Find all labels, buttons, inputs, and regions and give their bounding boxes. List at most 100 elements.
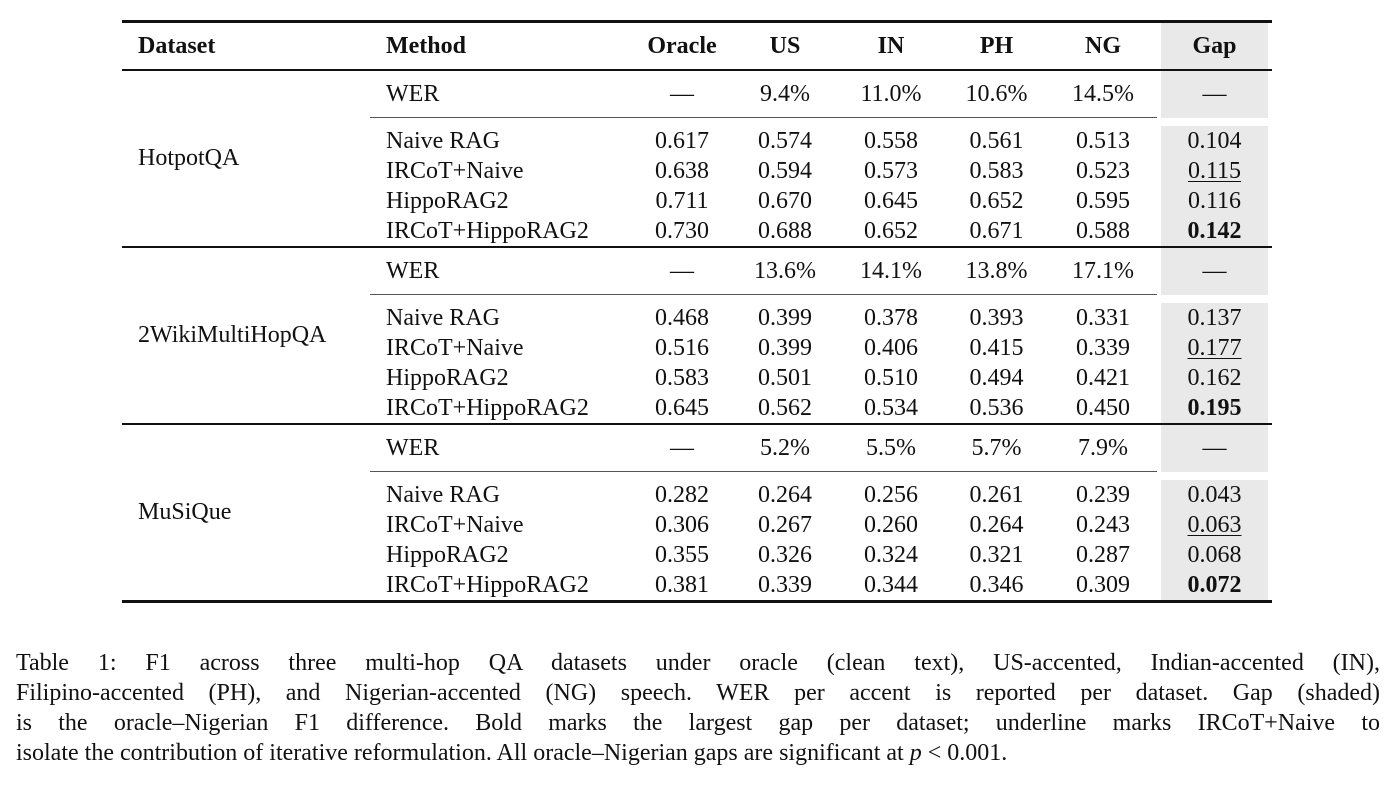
ph-cell: 0.561 (969, 127, 1024, 154)
header-ng: NG (1085, 32, 1121, 59)
method-cell: IRCoT+Naive (386, 157, 524, 184)
ng-cell: 0.421 (1076, 364, 1130, 391)
gap-cell-underlined: 0.177 (1157, 333, 1272, 363)
ng-cell: 0.450 (1076, 394, 1130, 421)
table-row: Naive RAG 0.282 0.264 0.256 0.261 0.239 … (122, 480, 1272, 510)
ng-cell: 0.309 (1076, 571, 1130, 598)
ng-cell: 0.331 (1076, 304, 1130, 331)
table-row: HippoRAG2 0.355 0.326 0.324 0.321 0.287 … (122, 540, 1272, 570)
us-cell: 9.4% (732, 70, 838, 118)
caption-line-last: isolate the contribution of iterative re… (16, 738, 1380, 768)
us-cell: 0.326 (758, 541, 812, 568)
us-cell: 13.6% (732, 247, 838, 295)
ph-cell: 0.393 (969, 304, 1024, 331)
ph-cell: 13.8% (944, 247, 1049, 295)
p-value-symbol: p (909, 740, 922, 766)
in-cell: 0.378 (864, 304, 918, 331)
method-cell: WER (370, 424, 632, 472)
oracle-cell: 0.516 (655, 334, 709, 361)
us-cell: 5.2% (732, 424, 838, 472)
caption-text: isolate the contribution of iterative re… (16, 740, 910, 766)
gap-cell-underlined: 0.063 (1157, 510, 1272, 540)
us-cell: 0.670 (758, 187, 812, 214)
in-cell: 5.5% (838, 424, 944, 472)
gap-cell-underlined: 0.115 (1157, 156, 1272, 186)
ph-cell: 0.494 (969, 364, 1024, 391)
gap-cell: — (1157, 247, 1272, 295)
in-cell: 0.510 (864, 364, 918, 391)
header-in: IN (877, 32, 905, 59)
gap-value-underlined: 0.177 (1187, 334, 1242, 361)
in-cell: 0.256 (864, 481, 918, 508)
ng-cell: 14.5% (1049, 70, 1157, 118)
oracle-cell: 0.730 (655, 217, 709, 244)
oracle-cell: 0.583 (655, 364, 709, 391)
gap-cell: 0.162 (1157, 363, 1272, 393)
table-row: IRCoT+HippoRAG2 0.381 0.339 0.344 0.346 … (122, 570, 1272, 602)
ng-cell: 0.513 (1076, 127, 1130, 154)
table-row: IRCoT+HippoRAG2 0.730 0.688 0.652 0.671 … (122, 216, 1272, 247)
ph-cell: 0.261 (969, 481, 1024, 508)
gap-cell: — (1157, 424, 1272, 472)
table-row: IRCoT+Naive 0.516 0.399 0.406 0.415 0.33… (122, 333, 1272, 363)
us-cell: 0.339 (758, 571, 812, 598)
oracle-cell: 0.617 (655, 127, 709, 154)
ng-cell: 0.239 (1076, 481, 1130, 508)
caption-line: Filipino-accented (PH), and Nigerian-acc… (16, 680, 1380, 706)
ph-cell: 0.652 (969, 187, 1024, 214)
gap-cell: 0.116 (1157, 186, 1272, 216)
method-cell: Naive RAG (386, 127, 500, 154)
dataset-name: HotpotQA (138, 145, 240, 171)
gap-cell-best: 0.142 (1157, 216, 1272, 247)
method-cell: IRCoT+HippoRAG2 (386, 217, 589, 244)
table-row: Naive RAG 0.468 0.399 0.378 0.393 0.331 … (122, 303, 1272, 333)
table-header-row: Dataset Method Oracle US IN PH NG Gap (122, 21, 1272, 70)
group-musique: MuSiQue WER — 5.2% 5.5% 5.7% 7.9% — Naiv… (122, 424, 1272, 602)
table-row: IRCoT+Naive 0.638 0.594 0.573 0.583 0.52… (122, 156, 1272, 186)
oracle-cell: 0.306 (655, 511, 709, 538)
table-row: HippoRAG2 0.711 0.670 0.645 0.652 0.595 … (122, 186, 1272, 216)
oracle-cell: 0.282 (655, 481, 709, 508)
method-cell: Naive RAG (386, 481, 500, 508)
header-ph: PH (979, 32, 1014, 59)
caption-line: is the oracle–Nigerian F1 difference. Bo… (16, 710, 1380, 736)
us-cell: 0.594 (758, 157, 812, 184)
in-cell: 0.406 (864, 334, 918, 361)
oracle-cell: — (632, 424, 732, 472)
in-cell: 0.652 (864, 217, 918, 244)
us-cell: 0.562 (758, 394, 812, 421)
method-cell: WER (370, 70, 632, 118)
header-gap: Gap (1157, 21, 1272, 70)
oracle-cell: 0.638 (655, 157, 709, 184)
in-cell: 0.534 (864, 394, 918, 421)
oracle-cell: 0.381 (655, 571, 709, 598)
in-cell: 11.0% (838, 70, 944, 118)
oracle-cell: 0.645 (655, 394, 709, 421)
p-value-threshold: < 0.001. (921, 740, 1008, 766)
ph-cell: 0.346 (969, 571, 1024, 598)
ph-cell: 0.583 (969, 157, 1024, 184)
oracle-cell: — (632, 70, 732, 118)
us-cell: 0.574 (758, 127, 812, 154)
wer-row: HotpotQA WER — 9.4% 11.0% 10.6% 14.5% — (122, 70, 1272, 171)
table-row: Naive RAG 0.617 0.574 0.558 0.561 0.513 … (122, 126, 1272, 156)
ph-cell: 0.536 (969, 394, 1024, 421)
ng-cell: 0.287 (1076, 541, 1130, 568)
header-method: Method (386, 32, 466, 59)
ph-cell: 0.671 (969, 217, 1024, 244)
method-cell: HippoRAG2 (386, 364, 509, 391)
dataset-name: 2WikiMultiHopQA (138, 322, 327, 348)
ng-cell: 7.9% (1049, 424, 1157, 472)
table-row: HippoRAG2 0.583 0.501 0.510 0.494 0.421 … (122, 363, 1272, 393)
oracle-cell: 0.711 (655, 187, 709, 214)
oracle-cell: 0.355 (655, 541, 709, 568)
gap-value-underlined: 0.115 (1187, 157, 1242, 184)
method-cell: IRCoT+HippoRAG2 (386, 571, 589, 598)
ng-cell: 0.588 (1076, 217, 1130, 244)
header-dataset: Dataset (138, 32, 216, 59)
table-caption: Table 1: F1 across three multi-hop QA da… (16, 648, 1380, 768)
ph-cell: 0.415 (969, 334, 1024, 361)
ph-cell: 5.7% (944, 424, 1049, 472)
in-cell: 0.260 (864, 511, 918, 538)
method-cell: IRCoT+Naive (386, 334, 524, 361)
